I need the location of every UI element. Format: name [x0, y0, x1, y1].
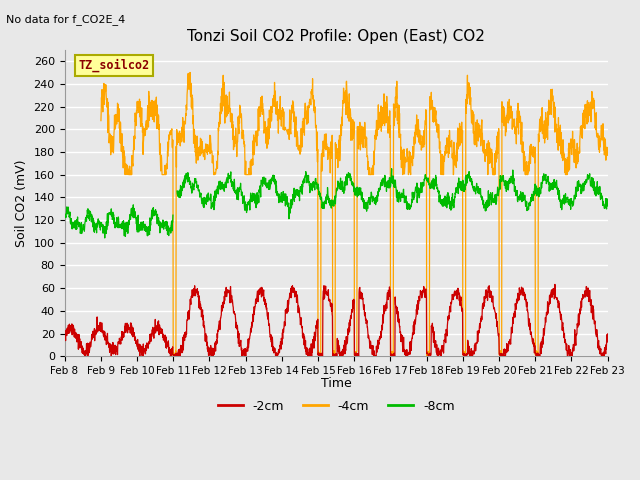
X-axis label: Time: Time: [321, 377, 351, 390]
Text: TZ_soilco2: TZ_soilco2: [78, 59, 149, 72]
Text: No data for f_CO2E_4: No data for f_CO2E_4: [6, 14, 125, 25]
Legend: -2cm, -4cm, -8cm: -2cm, -4cm, -8cm: [212, 395, 460, 418]
Y-axis label: Soil CO2 (mV): Soil CO2 (mV): [15, 159, 28, 247]
Title: Tonzi Soil CO2 Profile: Open (East) CO2: Tonzi Soil CO2 Profile: Open (East) CO2: [187, 29, 485, 44]
